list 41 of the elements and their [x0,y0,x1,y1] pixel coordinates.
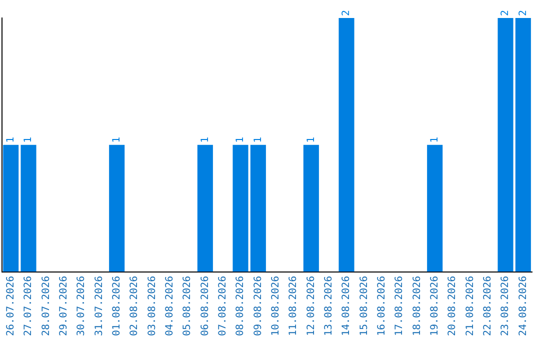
x-tick-label: 17.08.2026 [394,276,406,336]
x-tick-label: 10.08.2026 [270,276,282,336]
x-tick-label: 15.08.2026 [358,276,370,336]
x-tick-label: 21.08.2026 [464,276,476,336]
data-label: 2 [518,10,529,16]
data-label: 1 [5,136,16,143]
x-tick-label: 22.08.2026 [482,276,494,336]
data-label: 1 [429,136,440,143]
x-tick-label: 20.08.2026 [447,276,458,336]
data-label: 1 [235,136,246,143]
x-tick-label: 28.07.2026 [40,276,52,336]
x-tick-label: 31.07.2026 [94,276,105,336]
data-label: 2 [341,10,352,16]
x-tick-label: 18.08.2026 [412,276,423,336]
x-tick-label: 05.08.2026 [182,276,194,336]
data-label: 1 [252,136,264,143]
data-label: 1 [23,136,34,143]
x-tick-label: 16.08.2026 [376,276,388,336]
x-tick-label: 09.08.2026 [252,276,264,336]
data-label: 1 [111,136,122,143]
x-tick-label: 11.08.2026 [288,276,300,336]
x-tick-label: 12.08.2026 [306,276,317,336]
x-tick-label: 04.08.2026 [164,276,176,336]
data-label: 1 [306,136,317,143]
x-tick-label: 26.07.2026 [5,276,16,336]
x-tick-label: 03.08.2026 [146,276,158,336]
x-tick-label: 14.08.2026 [341,276,352,336]
x-tick-label: 30.07.2026 [76,276,88,336]
x-tick-label: 29.07.2026 [58,276,70,336]
x-tick-label: 19.08.2026 [429,276,440,336]
x-tick-label: 24.08.2026 [518,276,529,336]
x-tick-label: 02.08.2026 [129,276,140,336]
x-tick-label: 01.08.2026 [111,276,122,336]
data-label: 2 [500,10,512,16]
data-label: 1 [200,136,211,143]
x-tick-label: 27.07.2026 [23,276,34,336]
x-tick-label: 06.08.2026 [200,276,211,336]
x-tick-label: 07.08.2026 [217,276,228,336]
x-tick-label: 23.08.2026 [500,276,512,336]
x-tick-label: 08.08.2026 [235,276,246,336]
x-tick-label: 13.08.2026 [323,276,334,336]
